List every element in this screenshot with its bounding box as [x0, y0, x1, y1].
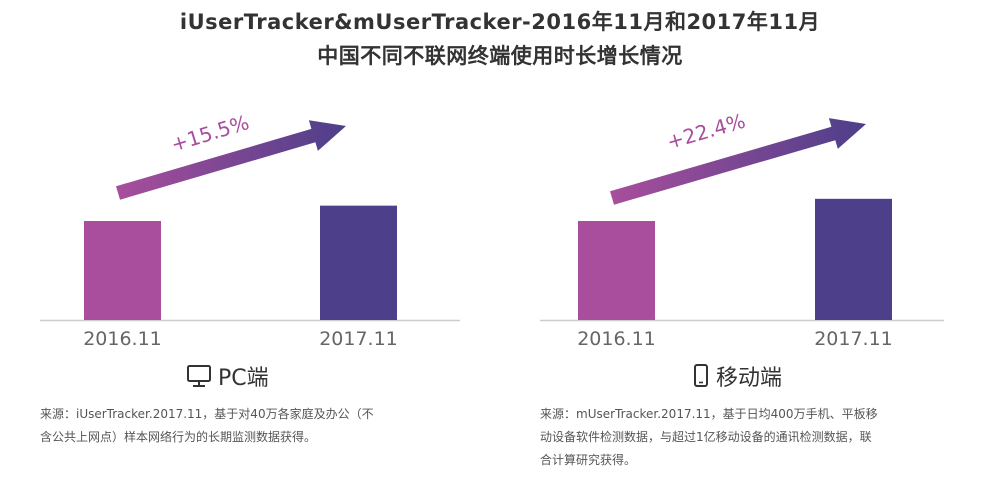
x-tick-label: 2017.11 — [814, 328, 893, 350]
bar-2016.11 — [84, 221, 161, 320]
chart-title-line2: 中国不同不联网终端使用时长增长情况 — [317, 44, 683, 68]
chart-title-line1: iUserTracker&mUserTracker-2016年11月和2017年… — [179, 10, 821, 34]
pc-panel-title: PC端 — [218, 366, 269, 391]
growth-arrow — [116, 120, 346, 200]
pc-panel-label: PC端 — [186, 360, 269, 392]
bar-2016.11 — [578, 221, 655, 320]
phone-icon — [694, 364, 708, 387]
mobile-source-line: 合计算研究获得。 — [540, 453, 637, 467]
pc-source-line: 来源：iUserTracker.2017.11，基于对40万各家庭及办公（不 — [40, 407, 374, 421]
chart-panel: 2016.11 2017.11 +15.5% — [40, 110, 460, 350]
pc-source-line: 含公共上网点）样本网络行为的长期监测数据获得。 — [40, 430, 317, 444]
pc-source-note: 来源：iUserTracker.2017.11，基于对40万各家庭及办公（不 含… — [40, 403, 460, 449]
bar-2017.11 — [815, 198, 892, 320]
x-tick-label: 2016.11 — [577, 328, 656, 350]
mobile-panel-label: 移动端 — [692, 360, 782, 392]
mobile-source-note: 来源：mUserTracker.2017.11，基于日均400万手机、平板移 动… — [540, 403, 970, 472]
mobile-panel-title: 移动端 — [716, 366, 783, 391]
growth-label: +15.5% — [168, 110, 252, 156]
chart-panel: 2016.11 2017.11 +22.4% — [540, 109, 944, 350]
growth-arrow — [610, 118, 866, 205]
mobile-source-line: 动设备软件检测数据，与超过1亿移动设备的通讯检测数据，联 — [540, 430, 872, 444]
x-tick-label: 2016.11 — [83, 328, 162, 350]
monitor-icon — [187, 365, 211, 387]
x-tick-label: 2017.11 — [319, 328, 398, 350]
growth-label: +22.4% — [664, 109, 748, 154]
bar-2017.11 — [320, 205, 397, 320]
mobile-source-line: 来源：mUserTracker.2017.11，基于日均400万手机、平板移 — [540, 407, 878, 421]
